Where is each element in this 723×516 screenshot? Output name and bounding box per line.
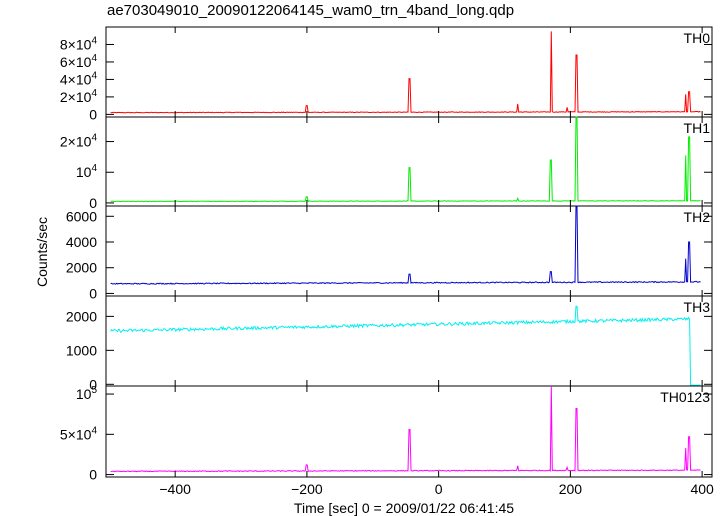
panel-frame bbox=[105, 116, 713, 207]
y-tick-label: 4000 bbox=[66, 234, 97, 250]
panel-label: TH3 bbox=[684, 299, 711, 315]
series-line-th2 bbox=[110, 205, 701, 285]
y-tick-label: 5×104 bbox=[60, 425, 98, 442]
panel-th0123: TH0123 0 5×104 105 bbox=[60, 385, 713, 483]
x-tick-label: 0 bbox=[435, 481, 443, 497]
series-line-th3 bbox=[110, 305, 701, 386]
panel-label: TH0 bbox=[684, 30, 711, 46]
y-tick-label: 2000 bbox=[66, 260, 97, 276]
series-line-th0 bbox=[110, 31, 701, 114]
y-tick-label: 8×104 bbox=[60, 35, 98, 52]
y-tick-label: 2×104 bbox=[60, 133, 98, 150]
panel-th3: TH3 0 1000 2000 bbox=[66, 295, 713, 392]
chart-title: ae703049010_20090122064145_wam0_trn_4ban… bbox=[107, 2, 515, 19]
panel-label: TH0123 bbox=[660, 389, 710, 405]
panel-frame bbox=[105, 295, 713, 387]
series-line-th1 bbox=[110, 116, 701, 203]
panel-th2: TH2 0 2000 4000 6000 bbox=[66, 205, 713, 301]
y-tick-label: 0 bbox=[89, 285, 97, 301]
panel-frame bbox=[105, 26, 713, 118]
y-tick-label: 0 bbox=[89, 467, 97, 483]
y-tick-label: 1000 bbox=[66, 342, 97, 358]
y-axis-label: Counts/sec bbox=[34, 217, 50, 287]
y-tick-label: 2×104 bbox=[60, 88, 98, 105]
y-tick-label: 4×104 bbox=[60, 70, 98, 87]
x-tick-label: −400 bbox=[159, 481, 191, 497]
x-tick-label: −200 bbox=[291, 481, 323, 497]
y-tick-label: 0 bbox=[89, 195, 97, 211]
panel-label: TH1 bbox=[684, 120, 711, 136]
y-tick-label: 6×104 bbox=[60, 53, 98, 70]
x-axis-label: Time [sec] 0 = 2009/01/22 06:41:45 bbox=[294, 500, 514, 516]
series-line-th0123 bbox=[110, 385, 701, 473]
y-tick-label: 105 bbox=[76, 385, 98, 402]
y-tick-label: 104 bbox=[76, 163, 98, 180]
panel-label: TH2 bbox=[684, 209, 711, 225]
y-tick-label: 0 bbox=[89, 376, 97, 392]
panel-th1: TH1 0 104 2×104 bbox=[60, 116, 713, 211]
y-tick-label: 2000 bbox=[66, 308, 97, 324]
x-tick-label: 400 bbox=[690, 481, 714, 497]
panel-frame bbox=[105, 385, 713, 478]
panel-frame bbox=[105, 205, 713, 297]
x-tick-label: 200 bbox=[559, 481, 583, 497]
y-tick-label: 0 bbox=[89, 106, 97, 122]
y-tick-label: 6000 bbox=[66, 208, 97, 224]
